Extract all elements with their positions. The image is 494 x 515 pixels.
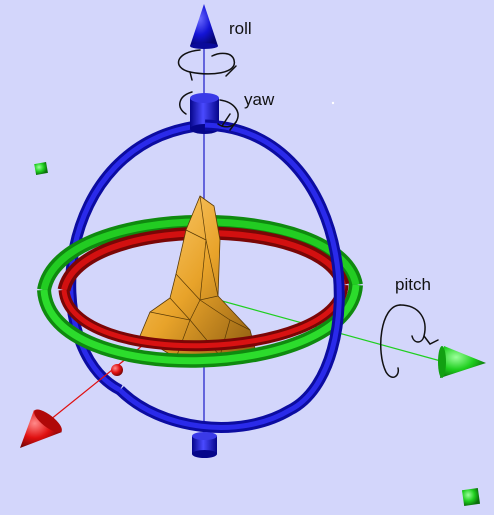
lateral-axis-arrowhead bbox=[20, 409, 62, 448]
bottom-cylinder bbox=[192, 432, 217, 458]
roll-axis-arrowhead bbox=[190, 4, 218, 46]
pitch-label: pitch bbox=[395, 275, 431, 294]
white-dot bbox=[331, 101, 335, 105]
small-green-cube bbox=[34, 162, 48, 175]
roll-label: roll bbox=[229, 19, 252, 38]
roll-rotation-arrow-icon bbox=[177, 49, 237, 81]
pitch-axis-arrowhead bbox=[438, 346, 486, 378]
small-green-cube bbox=[461, 487, 481, 507]
yaw-rotation-arrow-icon bbox=[179, 91, 239, 131]
lateral-axis-knob bbox=[111, 364, 123, 376]
yaw-ring-front bbox=[116, 119, 345, 433]
roll-ring-front bbox=[58, 284, 349, 352]
pitch-rotation-arrow-icon bbox=[380, 304, 439, 378]
yaw-label: yaw bbox=[244, 90, 275, 109]
